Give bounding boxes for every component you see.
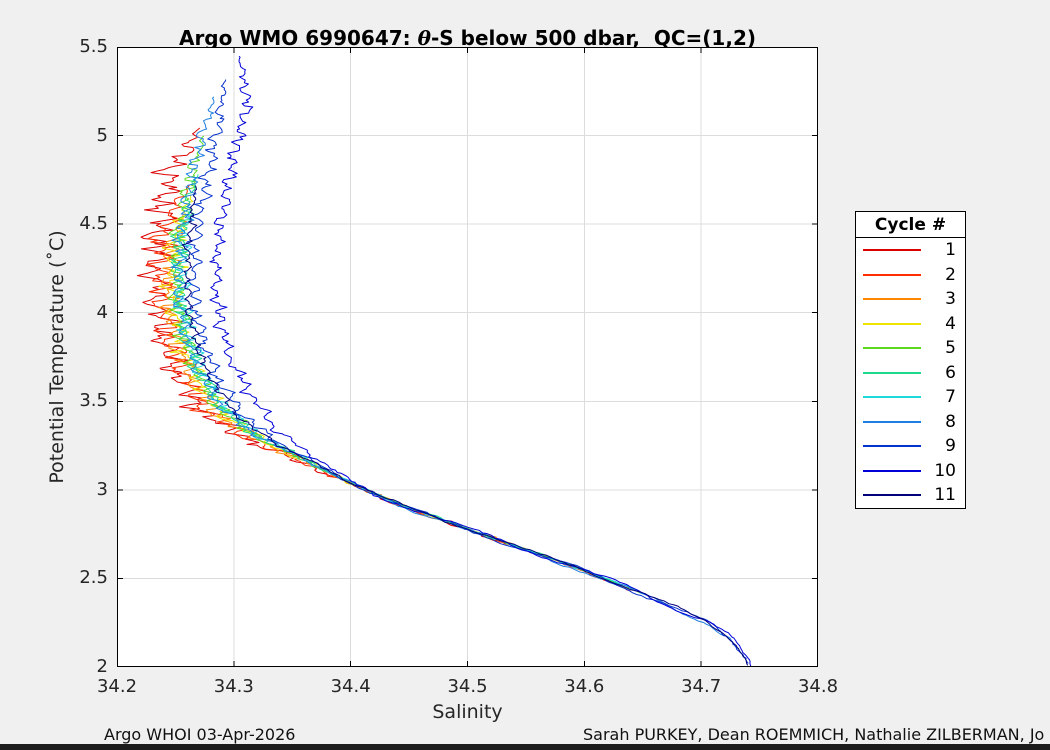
plot-title-prefix: Argo WMO 6990647: [178,26,418,50]
legend-line-sample [863,322,921,325]
profile-line-cycle-10 [209,55,752,667]
footer-source-text: Argo WHOI 03-Apr-2026 [104,725,296,744]
x-tick-label: 34.7 [681,676,722,697]
legend-line-sample [863,494,921,497]
legend-entry-label: 1 [945,240,956,261]
legend-entry-label: 2 [945,264,956,285]
x-tick-label: 34.2 [96,676,138,697]
y-tick-label: 2.5 [79,567,108,589]
legend-entry-cycle-6[interactable]: 6 [856,361,965,386]
legend-line-sample [863,469,921,472]
y-tick-label: 2 [96,656,108,677]
legend-entry-cycle-3[interactable]: 3 [856,287,965,312]
profile-line-cycle-9 [186,79,749,664]
legend-line-sample [863,445,921,448]
legend-line-sample [863,396,921,399]
plot-title-suffix: -S below 500 dbar, QC=(1,2) [430,26,757,50]
legend-entry-cycle-2[interactable]: 2 [856,263,965,288]
window-bottom-edge [0,744,1050,750]
legend-entry-cycle-4[interactable]: 4 [856,312,965,337]
theta-s-plot-area [117,47,818,667]
footer-credits-text: Sarah PURKEY, Dean ROEMMICH, Nathalie ZI… [583,725,1045,744]
legend-entry-cycle-9[interactable]: 9 [856,434,965,459]
legend-entries: 1 2 3 4 5 6 7 8 9 10 11 [856,238,965,508]
legend-entry-label: 10 [934,460,956,481]
legend-line-sample [863,298,921,301]
y-tick-label: 4.5 [79,213,108,235]
legend-entry-label: 9 [945,436,956,457]
theta-symbol: θ [417,26,431,50]
y-tick-label: 5 [96,124,108,146]
y-tick-label: 3.5 [79,390,108,412]
legend-title: Cycle # [856,212,965,238]
legend-line-sample [863,249,921,252]
x-tick-label: 34.4 [330,676,371,697]
x-tick-label: 34.3 [213,676,254,697]
legend-entry-cycle-7[interactable]: 7 [856,385,965,410]
legend-entry-cycle-8[interactable]: 8 [856,410,965,435]
legend-line-sample [863,420,921,423]
legend-entry-cycle-5[interactable]: 5 [856,336,965,361]
plot-title: Argo WMO 6990647: θ-S below 500 dbar, QC… [117,26,818,50]
y-tick-label: 3 [96,478,108,500]
legend-entry-label: 11 [934,485,956,506]
legend-line-sample [863,371,921,374]
legend-entry-label: 8 [945,411,956,432]
legend-line-sample [863,273,921,276]
legend-line-sample [863,347,921,350]
legend-entry-cycle-1[interactable]: 1 [856,238,965,263]
legend-entry-cycle-11[interactable]: 11 [856,483,965,508]
legend-entry-label: 3 [945,289,956,310]
legend-entry-label: 7 [945,387,956,408]
x-axis-label: Salinity [432,701,503,723]
legend-box[interactable]: Cycle # 1 2 3 4 5 6 7 8 9 10 11 [855,211,966,509]
x-tick-label: 34.6 [564,676,605,697]
x-tick-label: 34.5 [447,676,488,697]
y-axis-label: Potential Temperature (˚C) [46,230,68,484]
y-tick-label: 4 [96,301,108,323]
x-tick-label: 34.8 [797,676,839,697]
y-tick-label: 5.5 [79,36,108,57]
legend-entry-cycle-10[interactable]: 10 [856,459,965,484]
legend-entry-label: 6 [945,362,956,383]
profile-line-cycle-11 [181,185,749,666]
profile-line-cycle-8 [170,96,744,657]
legend-entry-label: 4 [945,313,956,334]
legend-entry-label: 5 [945,338,956,359]
profile-line-cycle-6 [169,174,624,587]
